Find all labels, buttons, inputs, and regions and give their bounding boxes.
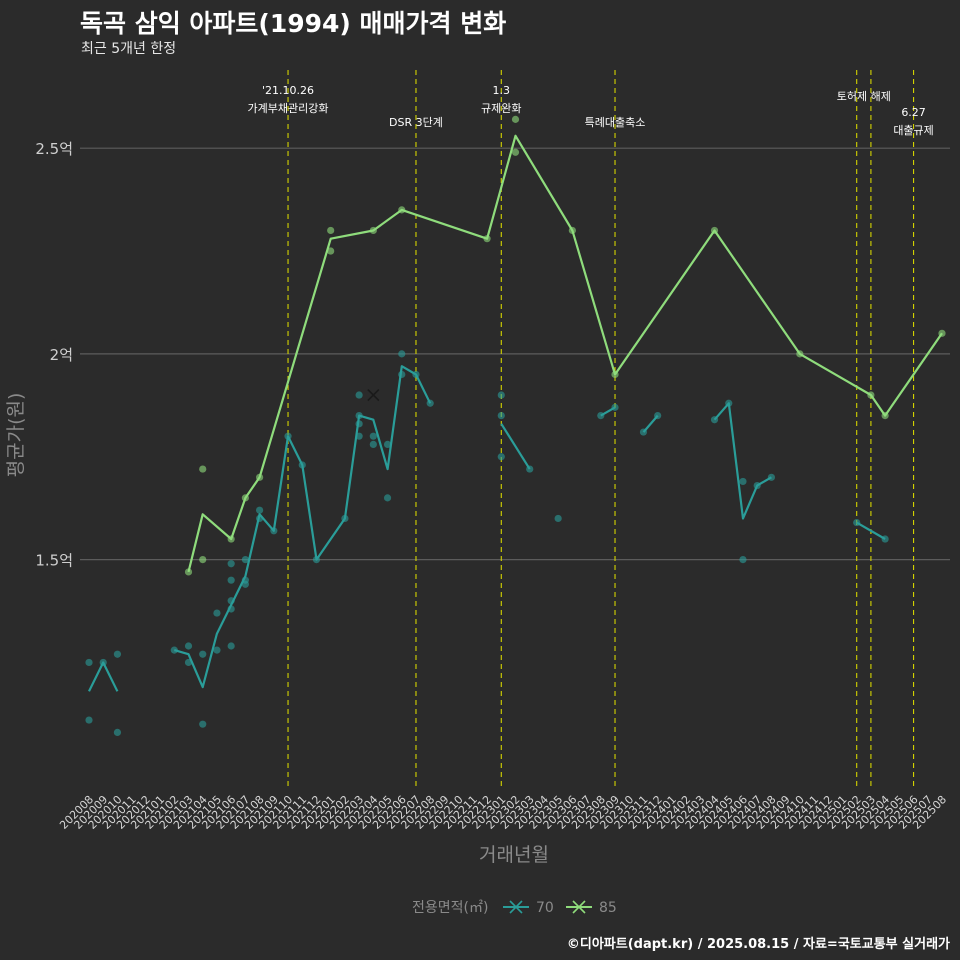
y-tick-label: 1.5억 bbox=[35, 552, 73, 570]
event-label: 가계부채관리강화 bbox=[248, 102, 329, 115]
data-point bbox=[739, 556, 747, 564]
y-tick-label: 2억 bbox=[50, 346, 73, 364]
data-point bbox=[383, 494, 392, 502]
data-point bbox=[554, 514, 562, 523]
event-label: '21.10.26 bbox=[262, 84, 314, 97]
legend-item-85: 85 bbox=[566, 900, 617, 916]
y-tick-label: 2.5억 bbox=[35, 140, 73, 158]
event-label: 토허제 해제 bbox=[837, 89, 891, 103]
series-line-70 bbox=[500, 423, 531, 470]
data-point bbox=[113, 650, 122, 658]
data-point bbox=[497, 391, 505, 399]
data-point bbox=[383, 440, 392, 448]
data-point bbox=[227, 576, 235, 584]
data-point bbox=[199, 556, 207, 564]
grid-lines bbox=[80, 147, 950, 561]
marker-stroke bbox=[367, 388, 380, 402]
data-point bbox=[327, 247, 335, 255]
series-line-85 bbox=[187, 134, 943, 573]
data-point bbox=[227, 560, 235, 568]
series-line-70 bbox=[600, 406, 616, 417]
data-point bbox=[184, 568, 193, 576]
data-point bbox=[256, 506, 264, 514]
data-point bbox=[199, 720, 207, 728]
source-caption: ©디아파트(dapt.kr) / 2025.08.15 / 자료=국토교통부 실… bbox=[566, 937, 950, 952]
data-point bbox=[213, 609, 221, 617]
x-axis-label: 거래년월 bbox=[479, 844, 549, 866]
series-layer bbox=[85, 115, 946, 737]
series-line-70 bbox=[642, 414, 659, 433]
data-point bbox=[113, 728, 122, 737]
data-point bbox=[85, 658, 93, 667]
series-marker bbox=[367, 388, 380, 402]
data-point bbox=[327, 226, 335, 235]
data-point bbox=[511, 115, 520, 123]
x-axis: 2020082020092020102020112020122021012021… bbox=[57, 793, 949, 832]
legend-key-cross bbox=[509, 900, 523, 914]
data-point bbox=[398, 350, 406, 358]
data-point bbox=[511, 148, 520, 156]
event-label: 대출규제 bbox=[893, 124, 933, 137]
data-point bbox=[369, 440, 377, 448]
legend-title: 전용면적(㎡) bbox=[412, 900, 488, 916]
series-line-70 bbox=[713, 402, 772, 520]
event-label: 6.27 bbox=[901, 106, 926, 119]
data-point bbox=[184, 642, 193, 650]
series-line-70 bbox=[173, 365, 432, 689]
y-axis-label: 평균가(원) bbox=[5, 393, 27, 478]
legend-label: 70 bbox=[536, 900, 554, 916]
series-line-70 bbox=[88, 661, 119, 692]
data-point bbox=[355, 391, 363, 399]
data-point bbox=[85, 716, 93, 724]
data-point bbox=[497, 412, 505, 420]
y-axis: 1.5억 2억 2.5억 bbox=[35, 140, 73, 569]
data-point bbox=[227, 642, 235, 650]
chart-subtitle: 최근 5개년 한정 bbox=[81, 41, 177, 57]
data-point bbox=[213, 646, 221, 654]
chart-title: 독곡 삼익 아파트(1994) 매매가격 변화 bbox=[80, 9, 507, 38]
data-point bbox=[739, 477, 747, 486]
event-label: DSR 3단계 bbox=[389, 116, 443, 129]
data-point bbox=[199, 650, 207, 658]
event-label: 규제완화 bbox=[481, 102, 521, 115]
event-label: 특례대출축소 bbox=[585, 116, 646, 129]
data-point bbox=[241, 556, 249, 564]
series-line-70 bbox=[856, 521, 886, 540]
data-point bbox=[497, 453, 505, 461]
legend-item-70: 70 bbox=[503, 900, 554, 916]
legend: 전용면적(㎡) 70 85 bbox=[412, 900, 617, 916]
data-point bbox=[369, 432, 377, 440]
data-point bbox=[199, 465, 207, 473]
event-label: 1.3 bbox=[493, 84, 511, 97]
legend-key-cross bbox=[572, 900, 586, 914]
data-point bbox=[241, 580, 249, 588]
legend-label: 85 bbox=[599, 900, 617, 916]
